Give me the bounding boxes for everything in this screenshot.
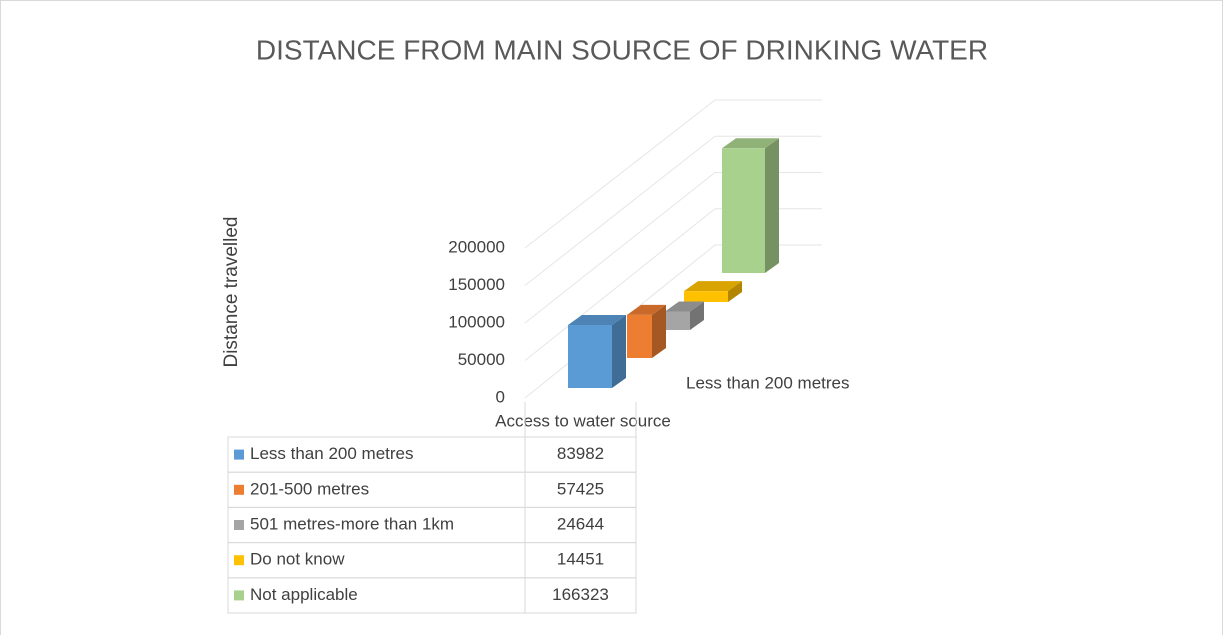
bar bbox=[722, 138, 779, 273]
bar-side bbox=[652, 304, 666, 358]
legend-swatch bbox=[234, 520, 244, 530]
bar-top bbox=[684, 281, 742, 292]
chart-title: DISTANCE FROM MAIN SOURCE OF DRINKING WA… bbox=[256, 34, 988, 65]
x-axis-title: Access to water source bbox=[495, 411, 671, 430]
bar bbox=[684, 281, 742, 302]
grid-line bbox=[524, 208, 822, 361]
legend-label: Not applicable bbox=[250, 585, 358, 604]
legend-label: 201-500 metres bbox=[250, 479, 369, 498]
bar bbox=[627, 304, 666, 358]
category-label: Less than 200 metres bbox=[686, 373, 849, 392]
bar-side bbox=[612, 315, 626, 388]
table-value: 166323 bbox=[552, 585, 609, 604]
bar-front bbox=[722, 148, 765, 273]
table-value: 14451 bbox=[557, 550, 604, 569]
grid-line bbox=[524, 99, 822, 249]
bar-side bbox=[765, 138, 779, 273]
bar-top bbox=[722, 138, 779, 149]
bar bbox=[568, 315, 626, 388]
bar-front bbox=[684, 291, 728, 302]
bar-side bbox=[690, 301, 704, 330]
bar-front bbox=[665, 311, 690, 330]
bar-front bbox=[627, 314, 652, 358]
table-value: 83982 bbox=[557, 444, 604, 463]
bar-top bbox=[665, 301, 704, 312]
y-axis-title: Distance travelled bbox=[221, 216, 242, 367]
y-tick-label: 200000 bbox=[448, 237, 505, 256]
table-value: 57425 bbox=[557, 479, 604, 498]
legend-swatch bbox=[234, 484, 244, 495]
bar-side bbox=[728, 281, 742, 302]
legend-label: Do not know bbox=[250, 550, 345, 569]
y-tick-label: 150000 bbox=[448, 275, 505, 294]
table-value: 24644 bbox=[557, 514, 604, 533]
grid-line bbox=[524, 135, 822, 286]
bar-front bbox=[568, 325, 612, 388]
bar bbox=[665, 301, 704, 330]
y-tick-label: 0 bbox=[496, 387, 505, 406]
legend-swatch bbox=[234, 590, 244, 601]
legend-swatch bbox=[234, 555, 244, 566]
grid-line bbox=[524, 172, 822, 324]
bar-top bbox=[568, 315, 626, 326]
legend-swatch bbox=[234, 449, 244, 460]
bar-top bbox=[627, 304, 666, 315]
y-tick-label: 50000 bbox=[458, 350, 505, 369]
legend-label: Less than 200 metres bbox=[250, 444, 413, 463]
y-tick-label: 100000 bbox=[448, 312, 505, 331]
table-row bbox=[227, 577, 637, 614]
legend-label: 501 metres-more than 1km bbox=[250, 514, 454, 533]
